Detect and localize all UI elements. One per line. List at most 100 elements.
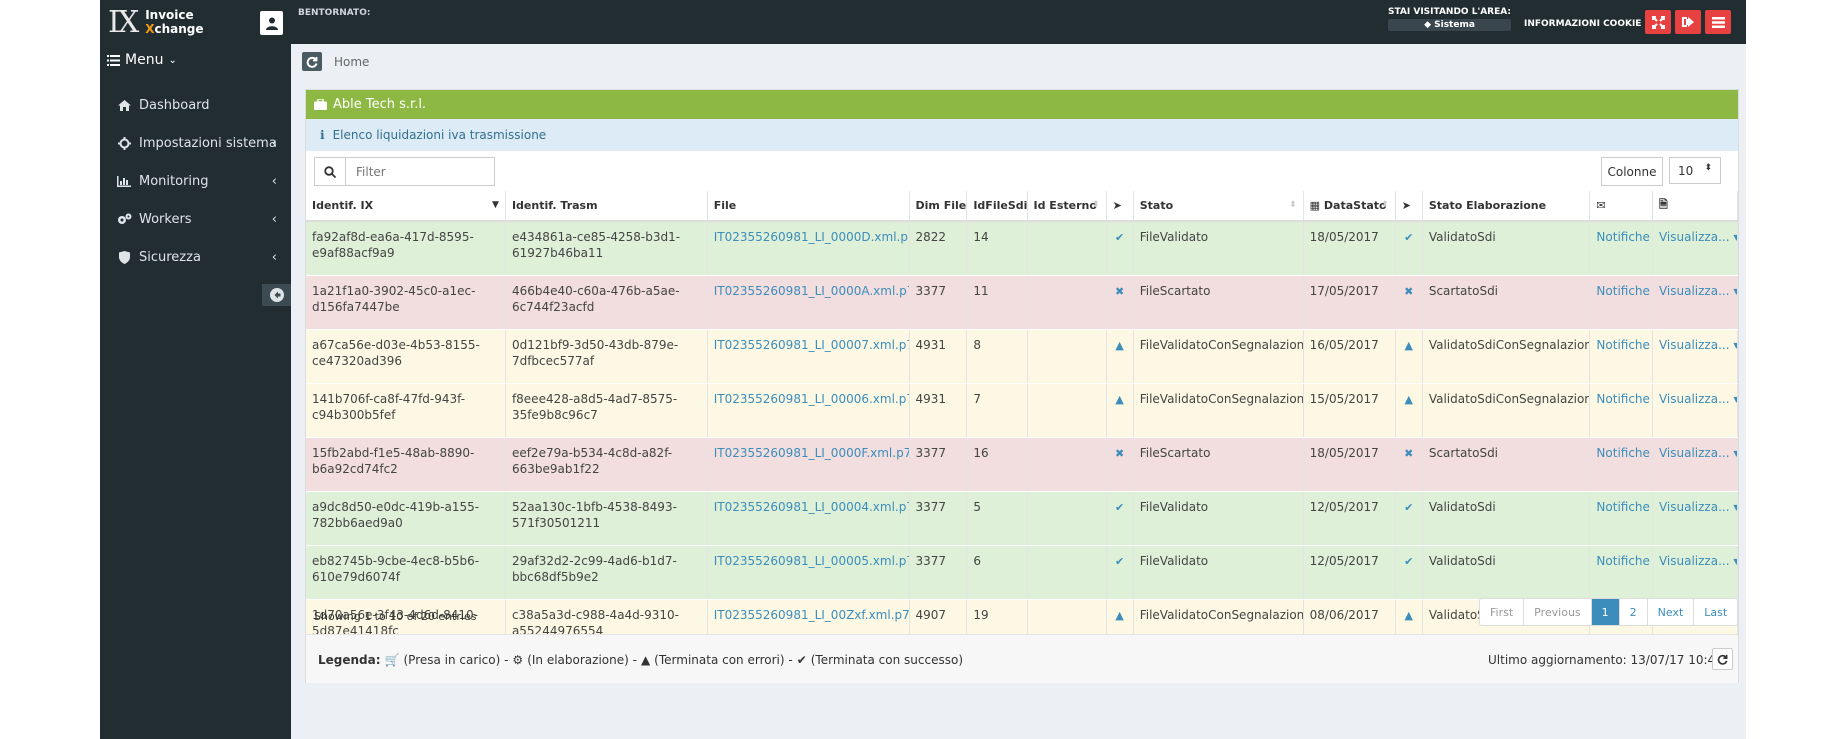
table-row[interactable]: 15fb2abd-f1e5-48ab-8890-b6a92cd74fc2 eef2… <box>306 437 1739 492</box>
caret-down-icon[interactable]: ▾ <box>1730 500 1736 514</box>
cell-visualizza-dropdown[interactable]: Visualizza... ▾ <box>1652 329 1739 384</box>
col-file[interactable]: File <box>707 191 910 222</box>
page-last[interactable]: Last <box>1694 599 1738 625</box>
caret-down-icon[interactable]: ▾ <box>1730 284 1736 298</box>
cell-file-link-text[interactable]: IT02355260981_LI_0000A.xml.p7m <box>713 284 910 298</box>
cell-notifiche-link[interactable]: Notifiche <box>1589 491 1653 546</box>
logout-icon <box>1682 17 1694 27</box>
cell-file-link[interactable]: IT02355260981_LI_00006.xml.p7m <box>707 383 910 438</box>
cell-visualizza-dropdown-text[interactable]: Visualizza... <box>1658 554 1730 568</box>
col-idfilesdi[interactable]: IdFileSdi <box>966 191 1028 222</box>
cell-notifiche-link[interactable]: Notifiche <box>1589 221 1653 276</box>
cell-visualizza-dropdown[interactable]: Visualizza... ▾ <box>1652 437 1739 492</box>
cell-notifiche-link-text[interactable]: Notifiche <box>1596 338 1650 352</box>
cell-file-link-text[interactable]: IT02355260981_LI_00006.xml.p7m <box>713 392 910 406</box>
refresh-button[interactable] <box>1712 648 1733 670</box>
table-row[interactable]: 1a21f1a0-3902-45c0-a1ec-d156fa7447be 466b… <box>306 275 1739 330</box>
cell-visualizza-dropdown[interactable]: Visualizza... ▾ <box>1652 275 1739 330</box>
table-row[interactable]: fa92af8d-ea6a-417d-8595-e9af88acf9a9 e434… <box>306 221 1739 276</box>
col-identif-trasm[interactable]: Identif. Trasm <box>505 191 708 222</box>
page-first[interactable]: First <box>1480 599 1525 625</box>
sidebar-collapse-button[interactable] <box>262 284 291 306</box>
table-row[interactable]: 141b706f-ca8f-47fd-943f-c94b300b5fef f8ee… <box>306 383 1739 438</box>
cell-visualizza-dropdown-text[interactable]: Visualizza... <box>1658 392 1730 406</box>
cell-visualizza-dropdown[interactable]: Visualizza... ▾ <box>1652 221 1739 276</box>
reload-button[interactable] <box>302 52 322 71</box>
caret-down-icon[interactable]: ▾ <box>1730 554 1736 568</box>
cell-notifiche-link[interactable]: Notifiche <box>1589 545 1653 600</box>
sidebar-item-impostazioni[interactable]: Impostazioni sistema ‹ <box>100 130 291 156</box>
col-id-esterno[interactable]: Id Esterno ⬍ <box>1027 191 1107 222</box>
cell-notifiche-link[interactable]: Notifiche <box>1589 437 1653 492</box>
sidebar-item-sicurezza[interactable]: Sicurezza ‹ <box>100 244 291 270</box>
col-visualizza[interactable]: 🗎 <box>1652 191 1739 222</box>
cell-notifiche-link-text[interactable]: Notifiche <box>1596 392 1650 406</box>
cell-file-link[interactable]: IT02355260981_LI_0000A.xml.p7m <box>707 275 910 330</box>
cell-visualizza-dropdown-text[interactable]: Visualizza... <box>1658 230 1730 244</box>
cell-file-link[interactable]: IT02355260981_LI_00004.xml.p7m <box>707 491 910 546</box>
panel-footer: Legenda: 🛒 (Presa in carico) - ⚙ (In elabo… <box>306 634 1738 683</box>
col-stato[interactable]: Stato ⬍ <box>1133 191 1304 222</box>
cell-file-link-text[interactable]: IT02355260981_LI_00004.xml.p7m <box>713 500 910 514</box>
page-previous[interactable]: Previous <box>1524 599 1592 625</box>
cell-visualizza-dropdown[interactable]: Visualizza... ▾ <box>1652 491 1739 546</box>
shield-icon <box>113 250 135 264</box>
cell-identif-ix: 141b706f-ca8f-47fd-943f-c94b300b5fef <box>306 383 506 438</box>
cell-notifiche-link-text[interactable]: Notifiche <box>1596 554 1650 568</box>
page-1[interactable]: 1 <box>1591 599 1620 625</box>
cell-file-link-text[interactable]: IT02355260981_LI_0000D.xml.p7m <box>713 230 910 244</box>
sidebar-item-monitoring[interactable]: Monitoring ‹ <box>100 168 291 194</box>
menu-toggle[interactable]: Menu ⌄ <box>107 52 177 68</box>
columns-button[interactable]: Colonne <box>1601 157 1663 186</box>
cell-visualizza-dropdown-text[interactable]: Visualizza... <box>1658 500 1730 514</box>
cell-file-link[interactable]: IT02355260981_LI_00007.xml.p7m <box>707 329 910 384</box>
cell-file-link-text[interactable]: IT02355260981_LI_0000F.xml.p7m <box>713 446 910 460</box>
cell-visualizza-dropdown[interactable]: Visualizza... ▾ <box>1652 545 1739 600</box>
cell-file-link[interactable]: IT02355260981_LI_0000F.xml.p7m <box>707 437 910 492</box>
cell-file-link-text[interactable]: IT02355260981_LI_00005.xml.p7m <box>713 554 910 568</box>
col-send-status[interactable]: ➤ <box>1106 191 1134 222</box>
caret-down-icon[interactable]: ▾ <box>1730 446 1736 460</box>
cell-notifiche-link-text[interactable]: Notifiche <box>1596 230 1650 244</box>
col-dim-file[interactable]: Dim File <box>909 191 968 222</box>
cell-file-link[interactable]: IT02355260981_LI_0000D.xml.p7m <box>707 221 910 276</box>
cell-file-link-text[interactable]: IT02355260981_LI_00Zxf.xml.p7m <box>713 608 910 622</box>
cell-notifiche-link-text[interactable]: Notifiche <box>1596 500 1650 514</box>
col-identif-ix[interactable]: Identif. IX ▼ <box>306 191 506 222</box>
logout-button[interactable] <box>1675 10 1701 34</box>
caret-down-icon[interactable]: ▾ <box>1730 338 1736 352</box>
cookie-info-link[interactable]: INFORMAZIONI COOKIE <box>1524 19 1642 29</box>
col-notifiche[interactable]: ✉ <box>1589 191 1653 222</box>
cell-notifiche-link-text[interactable]: Notifiche <box>1596 446 1650 460</box>
col-stato-elaborazione[interactable]: Stato Elaborazione <box>1422 191 1591 222</box>
table-row[interactable]: eb82745b-9cbe-4ec8-b5b6-610e79d6074f 29af… <box>306 545 1739 600</box>
cell-file-link-text[interactable]: IT02355260981_LI_00007.xml.p7m <box>713 338 910 352</box>
cell-visualizza-dropdown-text[interactable]: Visualizza... <box>1658 284 1730 298</box>
col-datastato[interactable]: ▦ DataStato ⬍ <box>1303 191 1396 222</box>
page-next[interactable]: Next <box>1647 599 1695 625</box>
page-size-select[interactable]: 10 ⬍ <box>1669 157 1721 184</box>
cell-notifiche-link[interactable]: Notifiche <box>1589 275 1653 330</box>
page-2[interactable]: 2 <box>1619 599 1648 625</box>
cell-notifiche-link[interactable]: Notifiche <box>1589 383 1653 438</box>
col-elab-status[interactable]: ➤ <box>1395 191 1423 222</box>
table-row[interactable]: a9dc8d50-e0dc-419b-a155-782bb6aed9a0 52aa… <box>306 491 1739 546</box>
breadcrumb-home[interactable]: Home <box>334 54 370 69</box>
fullscreen-button[interactable] <box>1645 10 1671 34</box>
cell-visualizza-dropdown-text[interactable]: Visualizza... <box>1658 338 1730 352</box>
cell-visualizza-dropdown-text[interactable]: Visualizza... <box>1658 446 1730 460</box>
cell-visualizza-dropdown[interactable]: Visualizza... ▾ <box>1652 383 1739 438</box>
user-button[interactable] <box>260 11 283 35</box>
sidebar-item-workers[interactable]: Workers ‹ <box>100 206 291 232</box>
cell-notifiche-link[interactable]: Notifiche <box>1589 329 1653 384</box>
table-row[interactable]: a67ca56e-d03e-4b53-8155-ce47320ad396 0d12… <box>306 329 1739 384</box>
hamburger-button[interactable] <box>1705 10 1731 34</box>
caret-down-icon[interactable]: ▾ <box>1730 392 1736 406</box>
cell-file-link[interactable]: IT02355260981_LI_00005.xml.p7m <box>707 545 910 600</box>
logo[interactable]: IX Invoice Xchange <box>100 0 291 44</box>
sidebar-item-dashboard[interactable]: Dashboard <box>100 92 291 118</box>
filter-input[interactable] <box>345 157 495 186</box>
caret-down-icon[interactable]: ▾ <box>1730 230 1736 244</box>
cell-identif-trasm-text: 29af32d2-2c99-4ad6-b1d7-bbc68df5b9e2 <box>511 554 677 584</box>
cell-notifiche-link-text[interactable]: Notifiche <box>1596 284 1650 298</box>
